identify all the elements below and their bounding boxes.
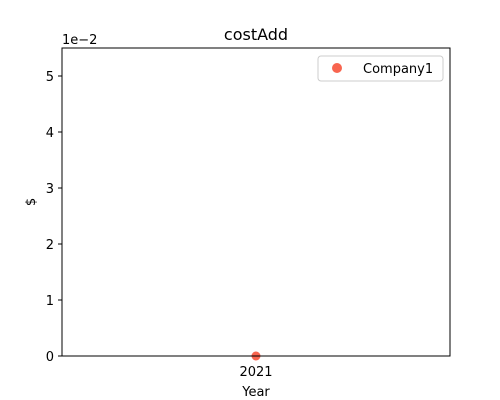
legend: Company1	[317, 55, 444, 82]
y-tick-label: 0	[46, 350, 54, 365]
y-axis-label: $	[24, 198, 39, 206]
plot-frame	[61, 47, 451, 357]
legend-box	[317, 55, 444, 82]
x-tick-label: 2021	[239, 365, 272, 380]
chart-title: costAdd	[224, 25, 288, 44]
legend-label: Company1	[363, 62, 433, 77]
y-tick-label: 4	[46, 126, 54, 141]
x-axis-label: Year	[241, 385, 270, 400]
y-offset-label: 1e−2	[62, 33, 97, 48]
y-tick-label: 2	[46, 238, 54, 253]
y-tick-label: 1	[46, 294, 54, 309]
y-axis: 0 1 2 3 4 5	[46, 70, 62, 365]
legend-marker	[332, 63, 342, 73]
y-tick-label: 5	[46, 70, 54, 85]
y-tick-label: 3	[46, 182, 54, 197]
